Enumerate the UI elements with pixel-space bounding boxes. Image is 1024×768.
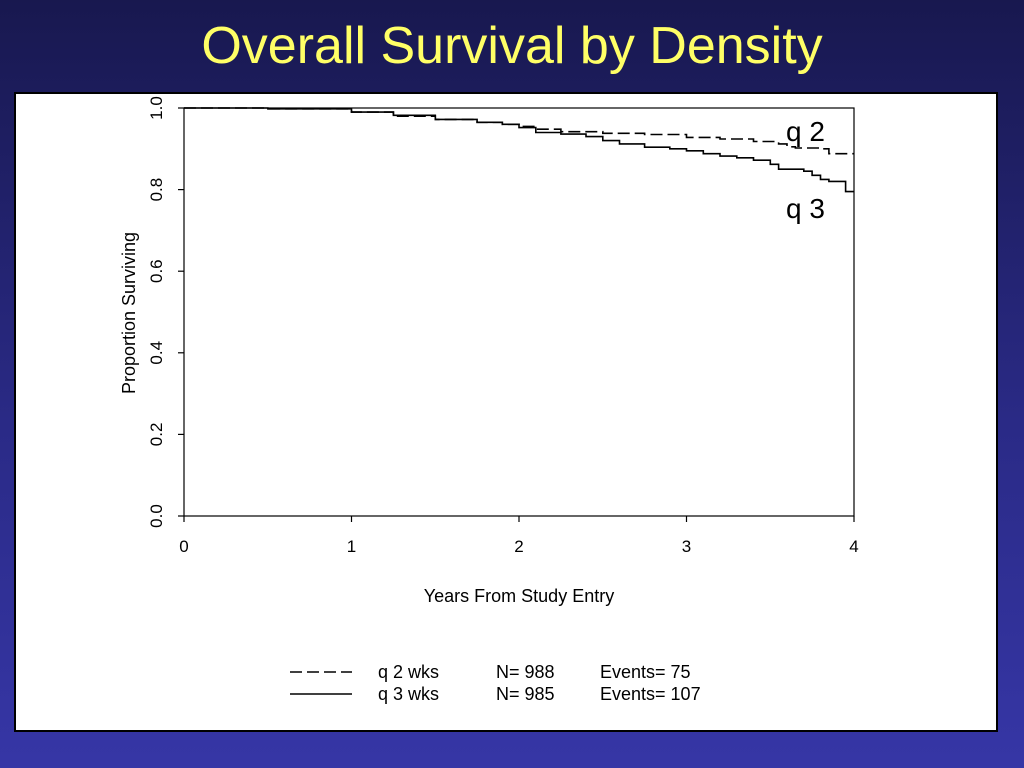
x-tick-label: 2 <box>514 537 523 556</box>
y-tick-label: 0.4 <box>147 341 166 365</box>
series-lines <box>184 107 854 193</box>
legend-n-q2: N= 988 <box>496 662 555 682</box>
y-tick-label: 1.0 <box>147 96 166 120</box>
legend-events-q2: Events= 75 <box>600 662 691 682</box>
y-tick-label: 0.2 <box>147 423 166 447</box>
legend-events-q3: Events= 107 <box>600 684 701 704</box>
legend-label-q3: q 3 wks <box>378 684 439 704</box>
y-tick-label: 0.8 <box>147 178 166 202</box>
series-line-q2 <box>184 107 854 155</box>
axes: 0 1 2 3 4 0.0 0.2 0.4 0.6 0.8 1.0 <box>147 96 859 556</box>
y-axis-label: Proportion Surviving <box>119 232 139 394</box>
plot-frame <box>183 107 855 517</box>
x-tick-label: 4 <box>849 537 858 556</box>
chart-panel: 0 1 2 3 4 0.0 0.2 0.4 0.6 0.8 1.0 Proportion Survi… <box>14 92 998 732</box>
x-tick-label: 1 <box>347 537 356 556</box>
curve-label-q2: q 2 <box>786 116 825 147</box>
series-line-q3 <box>184 107 854 193</box>
x-axis-label: Years From Study Entry <box>424 586 614 606</box>
legend: q 2 wks N= 988 Events= 75 q 3 wks N= 985… <box>290 662 701 704</box>
x-tick-label: 0 <box>179 537 188 556</box>
x-tick-label: 3 <box>682 537 691 556</box>
survival-chart: 0 1 2 3 4 0.0 0.2 0.4 0.6 0.8 1.0 Proportion Survi… <box>119 96 859 704</box>
legend-n-q3: N= 985 <box>496 684 555 704</box>
y-tick-label: 0.0 <box>147 504 166 528</box>
legend-label-q2: q 2 wks <box>378 662 439 682</box>
slide-title: Overall Survival by Density <box>201 17 823 75</box>
curve-label-q3: q 3 <box>786 193 825 224</box>
y-tick-label: 0.6 <box>147 259 166 283</box>
